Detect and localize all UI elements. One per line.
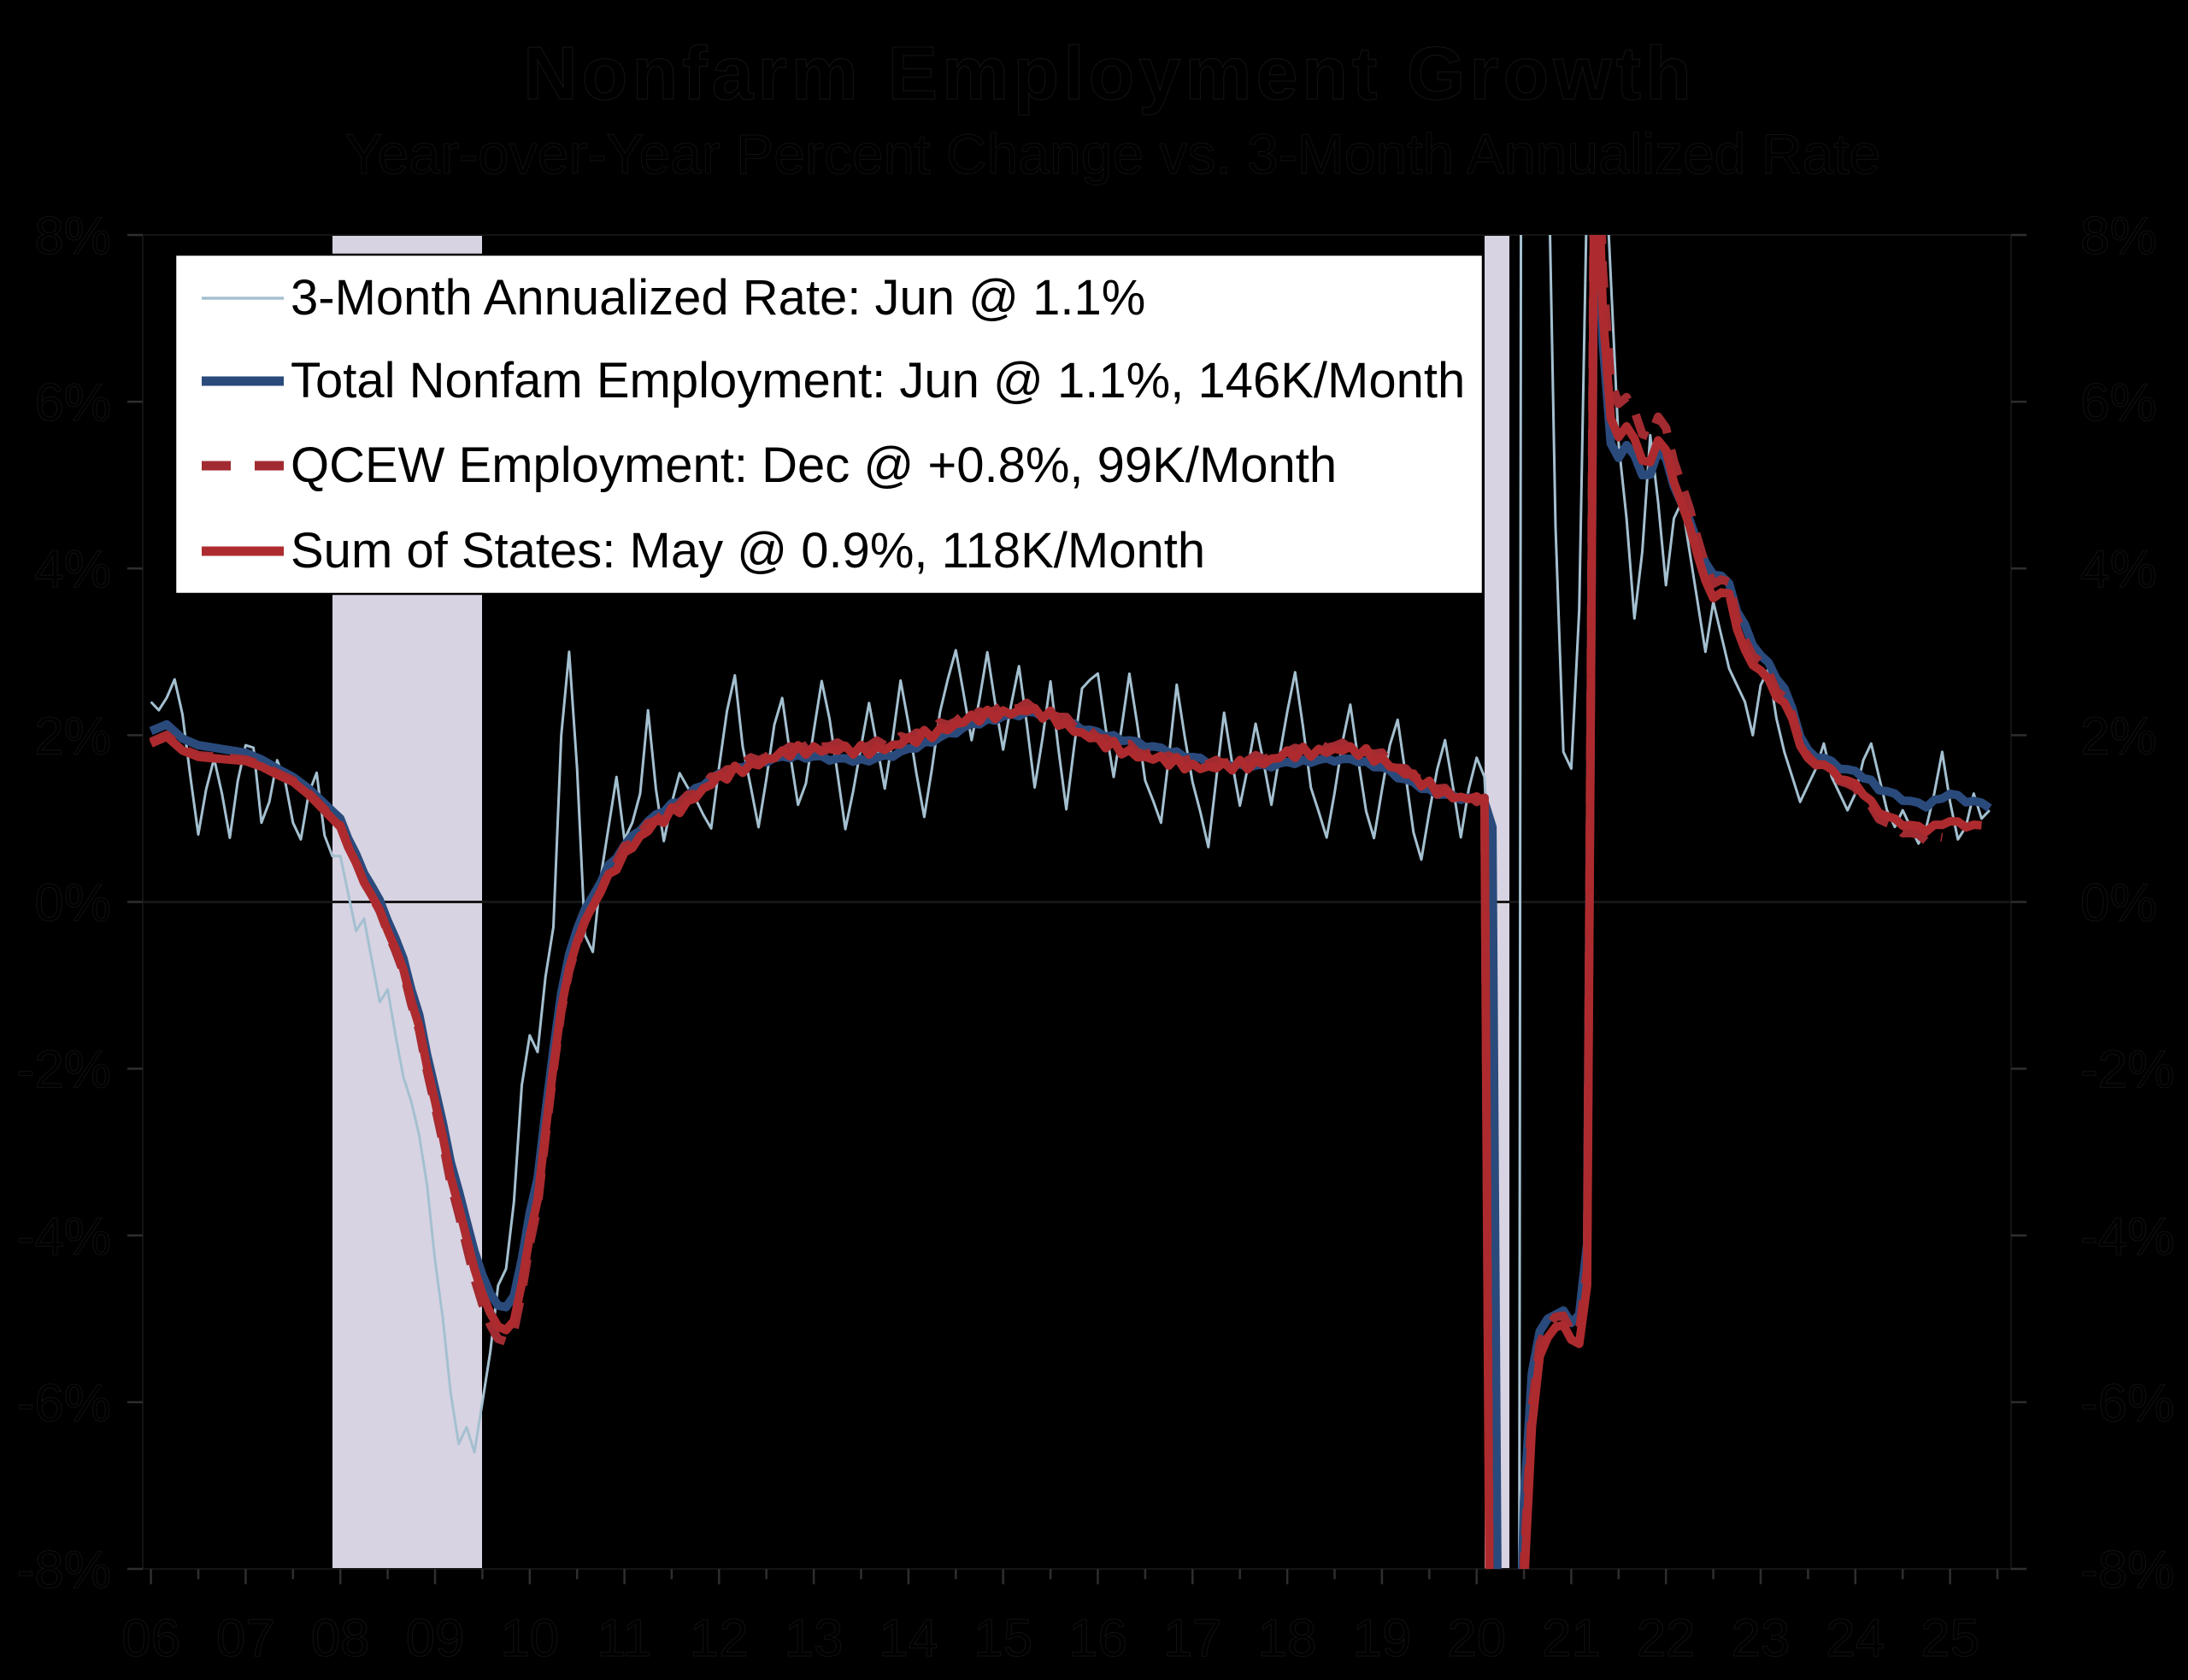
svg-text:10: 10 xyxy=(500,1609,559,1668)
svg-text:Sum of States: May @ 0.9%, 118: Sum of States: May @ 0.9%, 118K/Month xyxy=(291,523,1205,579)
svg-text:4%: 4% xyxy=(34,540,111,599)
svg-text:19: 19 xyxy=(1352,1609,1411,1668)
svg-text:6%: 6% xyxy=(2080,373,2157,432)
svg-text:16: 16 xyxy=(1068,1609,1127,1668)
svg-text:11: 11 xyxy=(597,1609,651,1668)
svg-text:18: 18 xyxy=(1258,1609,1317,1668)
svg-text:09: 09 xyxy=(406,1609,465,1668)
svg-text:Nonfarm Employment Growth: Nonfarm Employment Growth xyxy=(523,31,1696,115)
svg-text:-6%: -6% xyxy=(17,1374,111,1433)
svg-text:8%: 8% xyxy=(34,207,111,266)
svg-text:24: 24 xyxy=(1826,1609,1885,1668)
svg-text:22: 22 xyxy=(1637,1609,1696,1668)
svg-text:8%: 8% xyxy=(2080,207,2157,266)
svg-text:15: 15 xyxy=(973,1609,1032,1668)
svg-text:Total Nonfam Employment: Jun @: Total Nonfam Employment: Jun @ 1.1%, 146… xyxy=(291,353,1465,408)
svg-text:17: 17 xyxy=(1163,1609,1222,1668)
svg-text:0%: 0% xyxy=(34,874,111,933)
svg-text:08: 08 xyxy=(311,1609,370,1668)
svg-text:4%: 4% xyxy=(2080,540,2157,599)
svg-text:-6%: -6% xyxy=(2080,1374,2174,1433)
svg-text:13: 13 xyxy=(785,1609,844,1668)
svg-text:Year-over-Year Percent Change: Year-over-Year Percent Change vs. 3-Mont… xyxy=(345,122,1881,185)
svg-text:-2%: -2% xyxy=(2080,1041,2174,1100)
svg-text:3-Month Annualized Rate: Jun @: 3-Month Annualized Rate: Jun @ 1.1% xyxy=(291,270,1145,326)
svg-text:23: 23 xyxy=(1732,1609,1791,1668)
svg-text:-8%: -8% xyxy=(17,1541,111,1600)
svg-text:-4%: -4% xyxy=(2080,1207,2174,1266)
svg-text:2%: 2% xyxy=(34,707,111,766)
svg-text:-4%: -4% xyxy=(17,1207,111,1266)
svg-text:14: 14 xyxy=(879,1609,938,1668)
svg-text:06: 06 xyxy=(121,1609,180,1668)
svg-text:07: 07 xyxy=(216,1609,275,1668)
svg-text:20: 20 xyxy=(1447,1609,1506,1668)
svg-text:6%: 6% xyxy=(34,373,111,432)
svg-text:25: 25 xyxy=(1920,1609,1979,1668)
svg-text:-2%: -2% xyxy=(17,1041,111,1100)
svg-text:2%: 2% xyxy=(2080,707,2157,766)
svg-text:-8%: -8% xyxy=(2080,1541,2174,1600)
svg-text:21: 21 xyxy=(1542,1609,1601,1668)
svg-text:12: 12 xyxy=(690,1609,749,1668)
svg-text:QCEW Employment: Dec @ +0.8%,: QCEW Employment: Dec @ +0.8%, 99K/Month xyxy=(291,438,1337,493)
svg-text:0%: 0% xyxy=(2080,874,2157,933)
